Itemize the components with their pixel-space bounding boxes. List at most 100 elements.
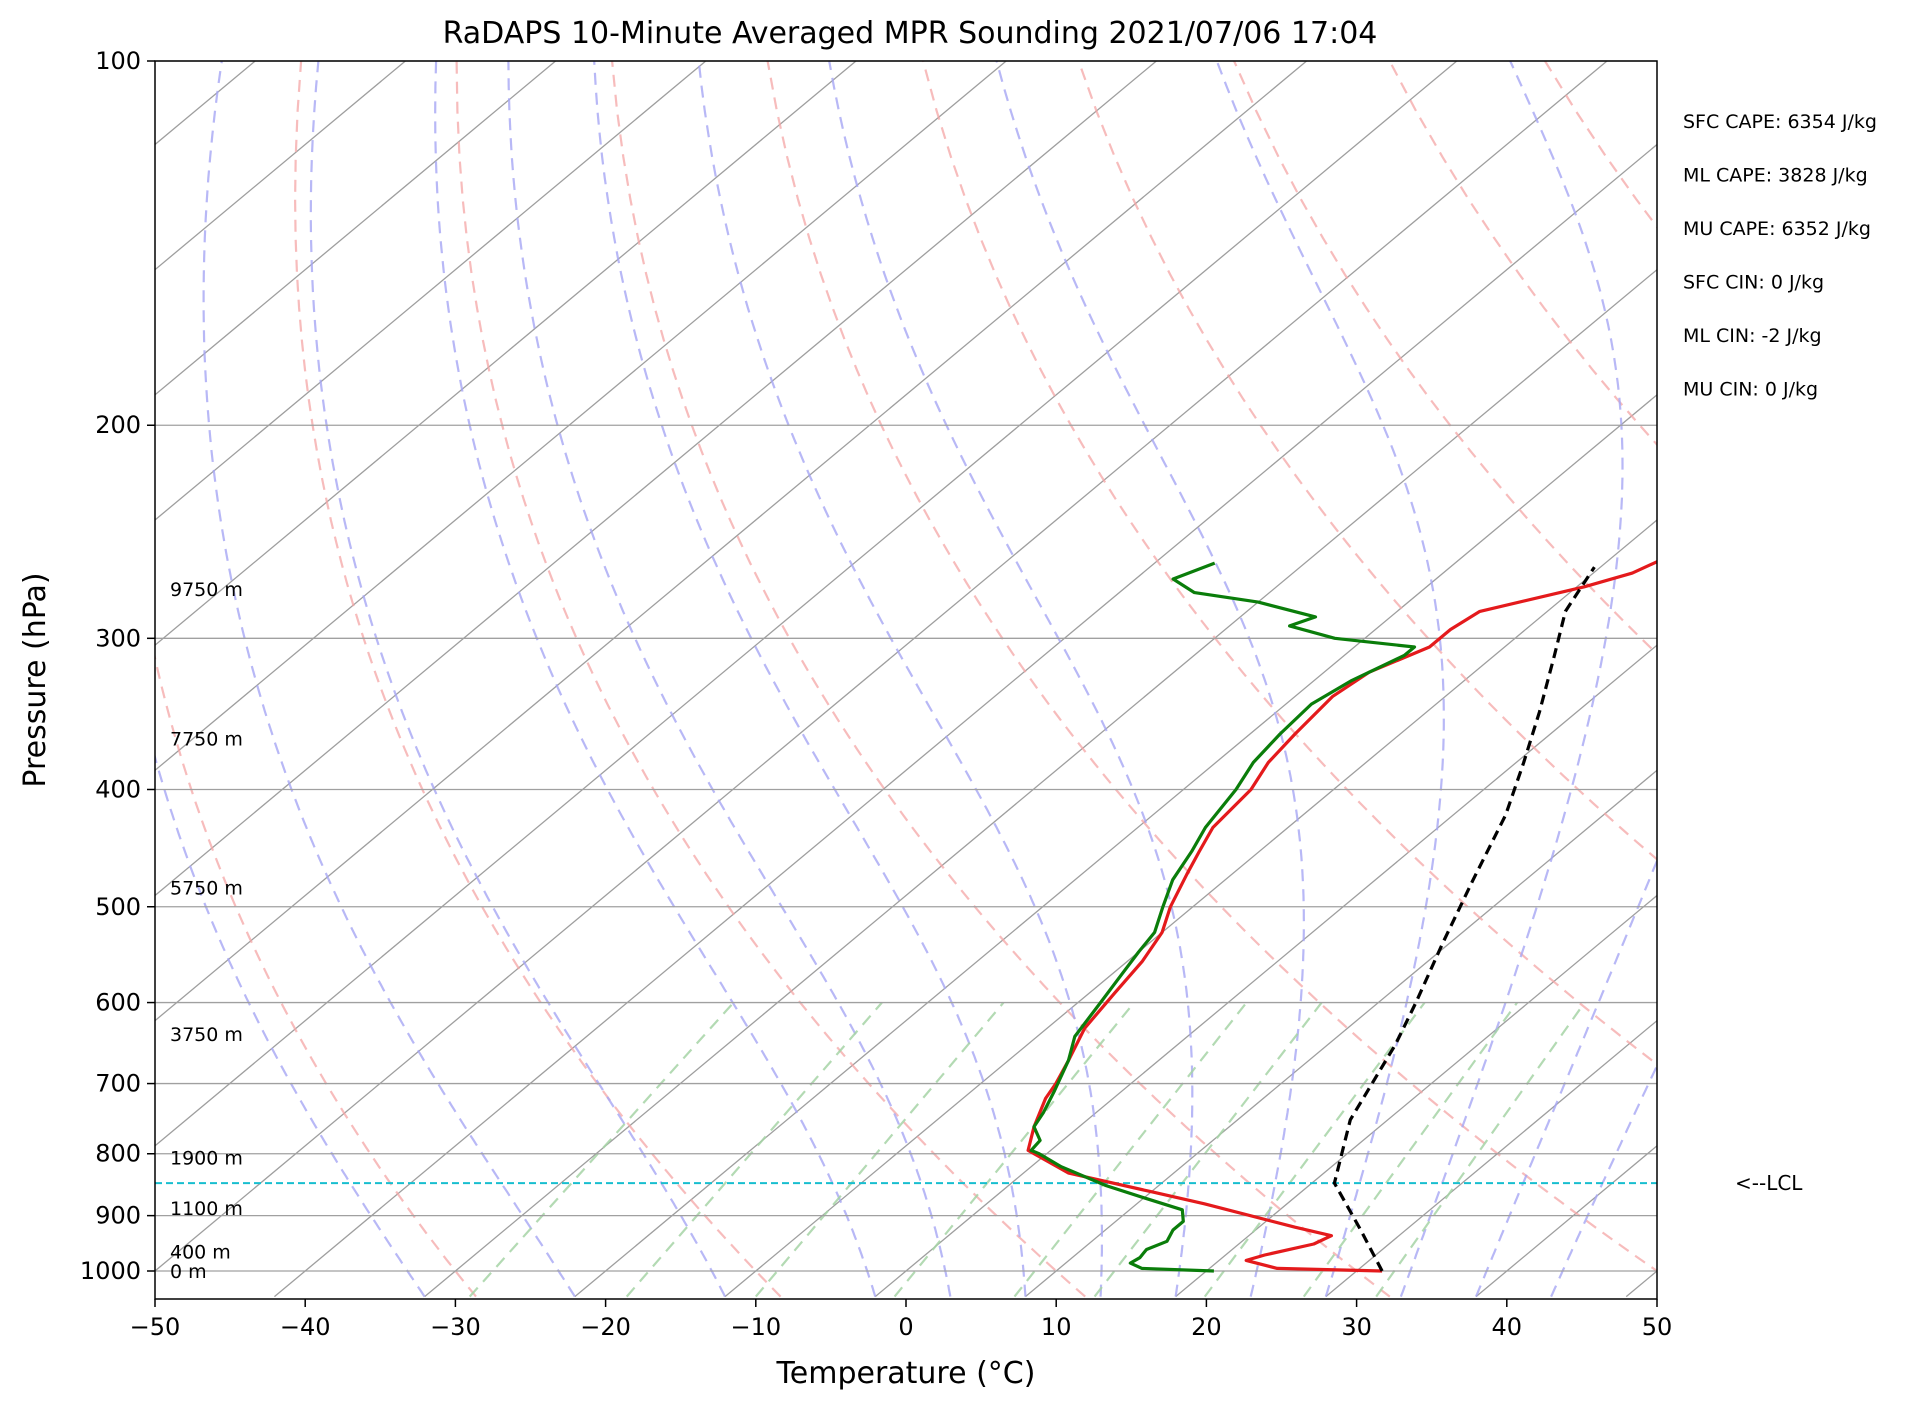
dewpoint-line xyxy=(1029,561,1417,1273)
stat-annotation: ML CIN: -2 J/kg xyxy=(1683,325,1822,347)
mixing-ratio-line xyxy=(1093,1001,1323,1298)
y-tick-label: 800 xyxy=(95,1140,141,1168)
dry-adiabat-line xyxy=(1856,61,1925,1297)
mixing-ratio-line xyxy=(1375,1001,1586,1298)
isotherm-line xyxy=(1175,894,1657,1298)
height-label: 9750 m xyxy=(170,579,243,601)
dry-adiabat-line xyxy=(611,61,1391,1298)
mixing-ratio-line xyxy=(1203,1001,1426,1298)
isotherm-line xyxy=(1325,1019,1657,1298)
isotherm-line xyxy=(424,268,1657,1298)
height-label: 400 m xyxy=(170,1242,231,1264)
height-label: 3750 m xyxy=(170,1024,243,1046)
moist-adiabat-line xyxy=(434,61,877,1297)
mixing-ratio-line xyxy=(1013,1001,1248,1298)
stats-annotations: SFC CAPE: 6354 J/kg ML CAPE: 3828 J/kg MU … xyxy=(1683,111,1877,401)
parcel-line xyxy=(1332,566,1596,1272)
moist-adiabat-line xyxy=(1215,61,1445,1297)
chart-title: RaDAPS 10-Minute Averaged MPR Sounding 2… xyxy=(443,16,1378,51)
isotherm-line xyxy=(155,61,707,521)
moist-adiabat-line xyxy=(593,61,1027,1297)
dry-adiabat-line xyxy=(766,61,1657,1273)
dry-adiabat-line xyxy=(1233,61,1657,656)
y-axis: 100 200 300 400 500 600 700 800 900 1000 xyxy=(80,47,155,1285)
isotherm-line xyxy=(1776,61,1925,1297)
data-lines xyxy=(1026,559,1657,1273)
x-tick-label: −50 xyxy=(130,1313,181,1341)
isotherm-line xyxy=(155,61,1157,897)
y-tick-label: 600 xyxy=(95,989,141,1017)
mixing-ratio-line xyxy=(754,1001,1005,1298)
x-axis: −50 −40 −30 −20 −10 0 10 20 30 40 50 xyxy=(130,1299,1673,1341)
plot-frame xyxy=(154,60,1658,1300)
moist-adiabat-line xyxy=(1399,61,1624,1297)
moist-adiabat-line xyxy=(309,61,726,1298)
x-tick-label: 20 xyxy=(1191,1313,1222,1341)
stat-annotation: SFC CAPE: 6354 J/kg xyxy=(1683,111,1877,133)
isotherm-line xyxy=(155,61,1308,1022)
dry-adiabat-line xyxy=(155,653,477,1298)
x-tick-label: 50 xyxy=(1642,1313,1673,1341)
mixing-ratio-line xyxy=(1302,1001,1518,1298)
stat-annotation: MU CIN: 0 J/kg xyxy=(1683,379,1818,401)
isotherm-line xyxy=(155,61,1458,1147)
plot-area: 9750 m 7750 m 5750 m 3750 m 1900 m 1100 m 400 … xyxy=(154,60,1925,1300)
isotherm-line xyxy=(155,61,1007,772)
y-tick-label: 200 xyxy=(95,411,141,439)
moist-adiabat-line xyxy=(1474,857,1657,1298)
height-label: 5750 m xyxy=(170,878,243,900)
pressure-grid xyxy=(155,60,1657,1272)
y-tick-label: 900 xyxy=(95,1202,141,1230)
height-label: 7750 m xyxy=(170,729,243,751)
dry-adiabat-line xyxy=(455,61,1086,1298)
y-tick-label: 400 xyxy=(95,775,141,803)
x-tick-label: 10 xyxy=(1041,1313,1072,1341)
mixing-ratio-line xyxy=(625,1001,883,1298)
isotherm-line xyxy=(1475,1144,1657,1298)
isotherm-line xyxy=(574,393,1657,1298)
y-tick-label: 100 xyxy=(95,47,141,75)
isotherm-line xyxy=(724,519,1657,1298)
height-labels: 9750 m 7750 m 5750 m 3750 m 1900 m 1100 m 400 … xyxy=(170,579,243,1283)
dry-adiabat-line xyxy=(922,61,1657,1066)
dry-adiabat-line xyxy=(1544,61,1657,229)
moist-adiabat-line xyxy=(828,61,1194,1297)
isotherm-line xyxy=(155,61,1608,1272)
stat-annotation: SFC CIN: 0 J/kg xyxy=(1683,272,1824,294)
moist-adiabat-line xyxy=(507,61,952,1297)
y-tick-label: 500 xyxy=(95,893,141,921)
background-lines xyxy=(155,61,1925,1298)
isotherm-line xyxy=(1025,769,1657,1298)
isotherm-line xyxy=(1625,1270,1657,1298)
isotherm-line xyxy=(155,61,857,647)
isotherm-line xyxy=(274,143,1657,1298)
y-axis-label: Pressure (hPa) xyxy=(18,572,53,787)
x-tick-label: −10 xyxy=(730,1313,781,1341)
moist-adiabat-line xyxy=(697,61,1104,1297)
x-axis-label: Temperature (°C) xyxy=(776,1356,1036,1391)
y-tick-label: 700 xyxy=(95,1070,141,1098)
isotherm-line xyxy=(155,61,557,396)
stat-annotation: MU CAPE: 6352 J/kg xyxy=(1683,218,1871,240)
y-tick-label: 1000 xyxy=(80,1257,141,1285)
mixing-ratio-line xyxy=(468,1001,735,1298)
isotherm-line xyxy=(155,61,406,271)
temperature-line xyxy=(1026,559,1657,1273)
mixing-ratio-line xyxy=(893,1001,1135,1298)
moist-adiabat-line xyxy=(202,61,576,1298)
x-tick-label: 0 xyxy=(898,1313,913,1341)
dry-adiabat-line xyxy=(1701,61,1925,1297)
height-label: 0 m xyxy=(170,1261,207,1283)
dry-adiabat-line xyxy=(1077,61,1657,861)
x-tick-label: 40 xyxy=(1492,1313,1523,1341)
moist-adiabat-line xyxy=(1550,1063,1657,1298)
x-tick-label: 30 xyxy=(1341,1313,1372,1341)
x-tick-label: −40 xyxy=(280,1313,331,1341)
moist-adiabat-line xyxy=(155,753,426,1298)
isotherm-line xyxy=(874,644,1657,1298)
height-label: 1900 m xyxy=(170,1148,243,1170)
x-tick-label: −20 xyxy=(580,1313,631,1341)
stat-annotation: ML CAPE: 3828 J/kg xyxy=(1683,165,1868,187)
dry-adiabat-line xyxy=(293,61,782,1298)
